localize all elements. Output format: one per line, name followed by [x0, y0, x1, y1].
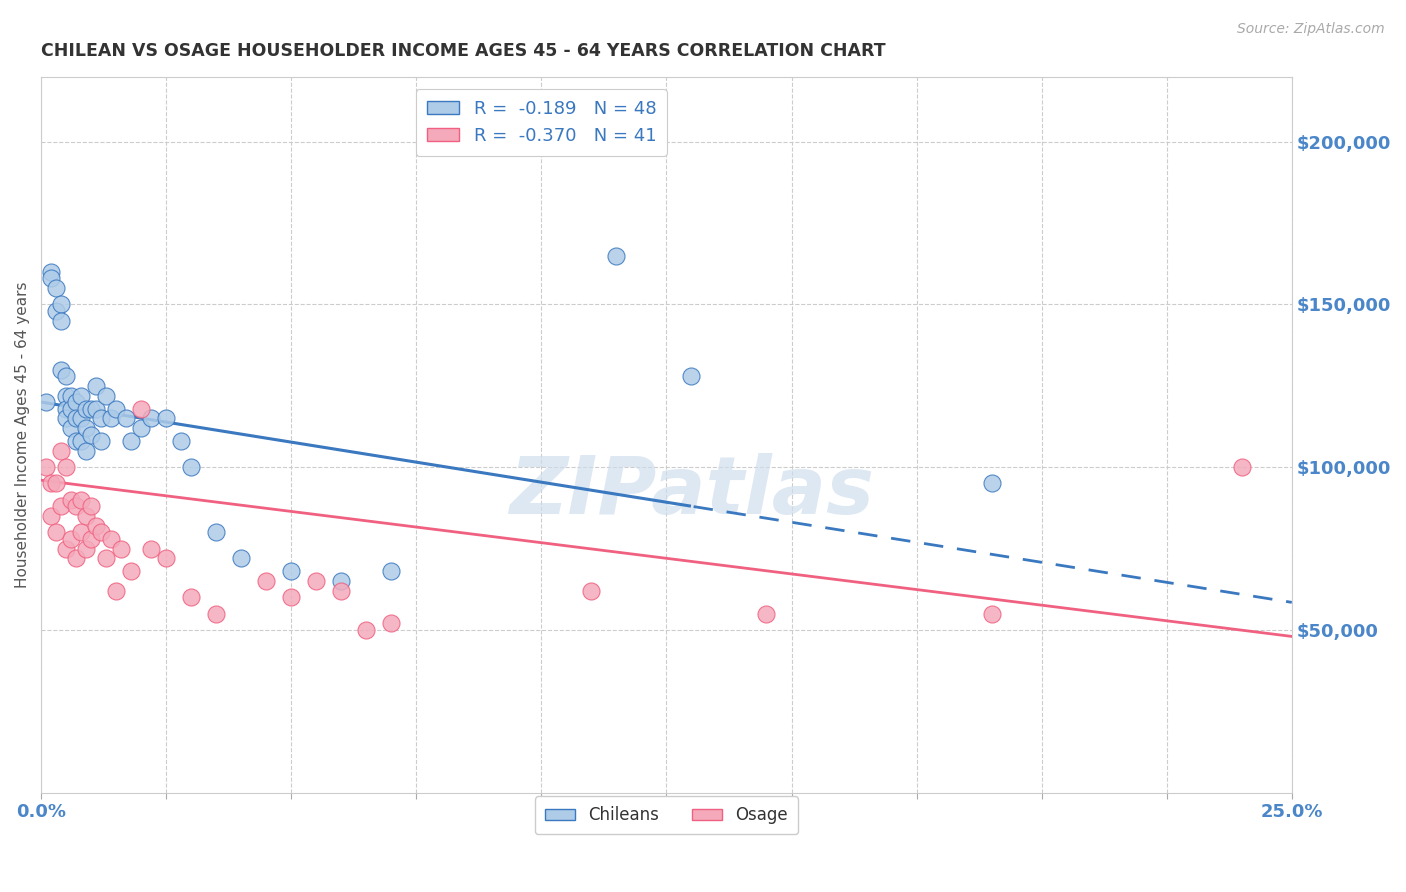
Point — [105, 401, 128, 416]
Point — [1230, 460, 1253, 475]
Point — [305, 574, 328, 588]
Point — [45, 525, 67, 540]
Point — [110, 541, 132, 556]
Point — [205, 525, 228, 540]
Point — [65, 395, 87, 409]
Point — [980, 476, 1002, 491]
Point — [155, 411, 177, 425]
Point — [39, 271, 62, 285]
Point — [49, 443, 72, 458]
Point — [60, 388, 83, 402]
Point — [80, 500, 103, 514]
Point — [55, 388, 77, 402]
Point — [45, 281, 67, 295]
Point — [60, 492, 83, 507]
Point — [605, 249, 627, 263]
Point — [141, 411, 163, 425]
Point — [55, 541, 77, 556]
Point — [65, 434, 87, 449]
Point — [330, 583, 353, 598]
Point — [380, 616, 402, 631]
Point — [75, 421, 97, 435]
Point — [100, 411, 122, 425]
Point — [180, 460, 202, 475]
Point — [581, 583, 603, 598]
Point — [84, 401, 107, 416]
Point — [49, 362, 72, 376]
Point — [84, 518, 107, 533]
Point — [280, 591, 302, 605]
Point — [80, 401, 103, 416]
Point — [70, 388, 93, 402]
Point — [90, 434, 112, 449]
Point — [45, 304, 67, 318]
Point — [94, 551, 117, 566]
Text: CHILEAN VS OSAGE HOUSEHOLDER INCOME AGES 45 - 64 YEARS CORRELATION CHART: CHILEAN VS OSAGE HOUSEHOLDER INCOME AGES… — [41, 42, 886, 60]
Point — [180, 591, 202, 605]
Point — [55, 411, 77, 425]
Point — [65, 411, 87, 425]
Point — [75, 541, 97, 556]
Point — [90, 525, 112, 540]
Point — [70, 525, 93, 540]
Legend: Chileans, Osage: Chileans, Osage — [534, 797, 799, 834]
Point — [70, 411, 93, 425]
Point — [55, 460, 77, 475]
Point — [75, 401, 97, 416]
Point — [84, 379, 107, 393]
Text: ZIPatlas: ZIPatlas — [509, 453, 875, 531]
Point — [39, 476, 62, 491]
Y-axis label: Householder Income Ages 45 - 64 years: Householder Income Ages 45 - 64 years — [15, 281, 30, 588]
Point — [231, 551, 253, 566]
Point — [60, 401, 83, 416]
Point — [170, 434, 193, 449]
Point — [980, 607, 1002, 621]
Point — [90, 411, 112, 425]
Point — [356, 623, 378, 637]
Point — [35, 395, 58, 409]
Point — [80, 427, 103, 442]
Point — [49, 314, 72, 328]
Point — [75, 443, 97, 458]
Point — [80, 532, 103, 546]
Point — [65, 551, 87, 566]
Point — [755, 607, 778, 621]
Point — [60, 532, 83, 546]
Point — [330, 574, 353, 588]
Point — [35, 460, 58, 475]
Point — [49, 500, 72, 514]
Point — [129, 401, 152, 416]
Point — [380, 565, 402, 579]
Point — [39, 508, 62, 523]
Point — [94, 388, 117, 402]
Point — [70, 434, 93, 449]
Point — [129, 421, 152, 435]
Text: Source: ZipAtlas.com: Source: ZipAtlas.com — [1237, 22, 1385, 37]
Point — [45, 476, 67, 491]
Point — [280, 565, 302, 579]
Point — [70, 492, 93, 507]
Point — [100, 532, 122, 546]
Point — [120, 565, 142, 579]
Point — [115, 411, 138, 425]
Point — [75, 508, 97, 523]
Point — [205, 607, 228, 621]
Point — [105, 583, 128, 598]
Point — [55, 401, 77, 416]
Point — [155, 551, 177, 566]
Point — [39, 265, 62, 279]
Point — [120, 434, 142, 449]
Point — [141, 541, 163, 556]
Point — [65, 500, 87, 514]
Point — [254, 574, 277, 588]
Point — [55, 369, 77, 384]
Point — [60, 421, 83, 435]
Point — [49, 297, 72, 311]
Point — [681, 369, 703, 384]
